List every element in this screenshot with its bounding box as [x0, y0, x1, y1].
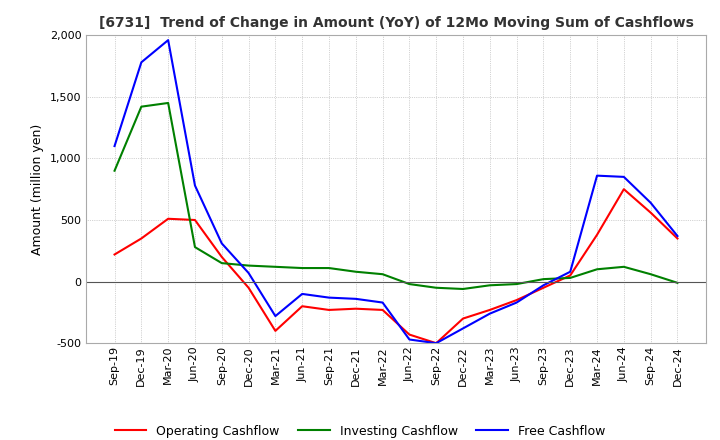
- Investing Cashflow: [647, 271, 655, 277]
- Investing Cashflow: [619, 264, 628, 269]
- Free Cashflow: [566, 269, 575, 275]
- Operating Cashflow: [378, 307, 387, 312]
- Free Cashflow: [619, 174, 628, 180]
- Free Cashflow: [271, 313, 279, 319]
- Investing Cashflow: [244, 263, 253, 268]
- Operating Cashflow: [539, 285, 548, 290]
- Investing Cashflow: [485, 282, 494, 288]
- Free Cashflow: [191, 183, 199, 188]
- Operating Cashflow: [513, 297, 521, 303]
- Investing Cashflow: [539, 276, 548, 282]
- Line: Operating Cashflow: Operating Cashflow: [114, 189, 678, 343]
- Free Cashflow: [513, 300, 521, 305]
- Free Cashflow: [539, 282, 548, 288]
- Operating Cashflow: [673, 236, 682, 241]
- Free Cashflow: [459, 326, 467, 331]
- Free Cashflow: [164, 37, 173, 43]
- Free Cashflow: [405, 337, 414, 342]
- Investing Cashflow: [378, 271, 387, 277]
- Investing Cashflow: [217, 260, 226, 266]
- Investing Cashflow: [513, 282, 521, 287]
- Investing Cashflow: [325, 265, 333, 271]
- Operating Cashflow: [432, 341, 441, 346]
- Free Cashflow: [673, 233, 682, 238]
- Investing Cashflow: [566, 275, 575, 281]
- Free Cashflow: [647, 200, 655, 205]
- Free Cashflow: [432, 341, 441, 346]
- Free Cashflow: [485, 311, 494, 316]
- Operating Cashflow: [244, 285, 253, 290]
- Investing Cashflow: [164, 100, 173, 106]
- Operating Cashflow: [298, 304, 307, 309]
- Investing Cashflow: [137, 104, 145, 109]
- Operating Cashflow: [110, 252, 119, 257]
- Operating Cashflow: [593, 232, 601, 238]
- Operating Cashflow: [485, 307, 494, 312]
- Free Cashflow: [217, 241, 226, 246]
- Operating Cashflow: [619, 187, 628, 192]
- Operating Cashflow: [164, 216, 173, 221]
- Free Cashflow: [351, 296, 360, 301]
- Free Cashflow: [244, 270, 253, 275]
- Investing Cashflow: [459, 286, 467, 292]
- Operating Cashflow: [137, 236, 145, 241]
- Line: Investing Cashflow: Investing Cashflow: [114, 103, 678, 289]
- Free Cashflow: [298, 291, 307, 297]
- Operating Cashflow: [566, 273, 575, 278]
- Investing Cashflow: [191, 245, 199, 250]
- Investing Cashflow: [110, 168, 119, 173]
- Operating Cashflow: [647, 210, 655, 215]
- Operating Cashflow: [351, 306, 360, 312]
- Operating Cashflow: [325, 307, 333, 312]
- Operating Cashflow: [271, 328, 279, 334]
- Operating Cashflow: [217, 254, 226, 260]
- Y-axis label: Amount (million yen): Amount (million yen): [32, 124, 45, 255]
- Title: [6731]  Trend of Change in Amount (YoY) of 12Mo Moving Sum of Cashflows: [6731] Trend of Change in Amount (YoY) o…: [99, 16, 693, 30]
- Free Cashflow: [137, 60, 145, 65]
- Operating Cashflow: [191, 217, 199, 223]
- Operating Cashflow: [459, 316, 467, 321]
- Free Cashflow: [325, 295, 333, 300]
- Investing Cashflow: [432, 285, 441, 290]
- Investing Cashflow: [298, 265, 307, 271]
- Free Cashflow: [110, 143, 119, 149]
- Line: Free Cashflow: Free Cashflow: [114, 40, 678, 343]
- Investing Cashflow: [673, 280, 682, 286]
- Investing Cashflow: [351, 269, 360, 275]
- Free Cashflow: [378, 300, 387, 305]
- Investing Cashflow: [405, 282, 414, 287]
- Operating Cashflow: [405, 332, 414, 337]
- Free Cashflow: [593, 173, 601, 178]
- Investing Cashflow: [271, 264, 279, 269]
- Legend: Operating Cashflow, Investing Cashflow, Free Cashflow: Operating Cashflow, Investing Cashflow, …: [110, 420, 610, 440]
- Investing Cashflow: [593, 267, 601, 272]
